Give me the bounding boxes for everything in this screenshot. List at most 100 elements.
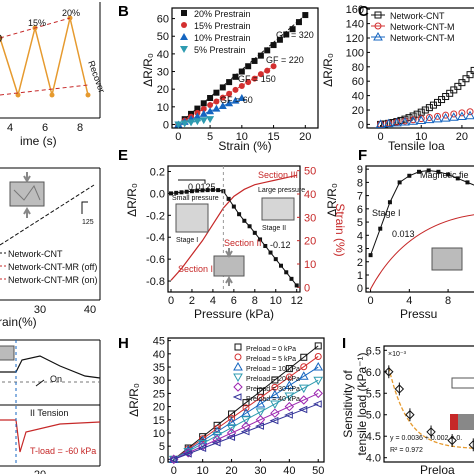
panel-c-point	[432, 113, 443, 123]
panel-h-point	[212, 432, 222, 441]
panel-b-point	[302, 12, 309, 19]
panel-h-point	[212, 434, 222, 445]
panel-b-point	[226, 79, 233, 86]
panel-e-ytick-label: -0.6	[146, 254, 165, 266]
panel-h-point	[255, 415, 266, 425]
panel-e-point	[247, 224, 252, 229]
panel-h-point	[228, 410, 236, 418]
panel-e-xlabel: Pressure (kPa)	[194, 307, 274, 321]
panel-b-gf-label: GF = 60	[220, 95, 253, 105]
panel-i: I 4.0 4.5 5.0 5.5 6.0 6.5 ×10⁻³ y = 0.0036 + 0.0…	[341, 335, 474, 474]
panel-c-letter: C	[358, 3, 369, 20]
panel-e-xtick-label: 2	[189, 295, 195, 307]
panel-f-point	[368, 253, 373, 258]
panel-b-point	[199, 117, 208, 125]
panel-h-point	[313, 388, 323, 399]
panel-b-point	[200, 100, 207, 107]
panel-h-xtick-label: 0	[171, 465, 177, 474]
panel-b-legend-marker	[180, 46, 188, 53]
panel-i-point	[394, 384, 405, 394]
panel-h-legend-label: Preload = 0 kPa	[246, 346, 296, 353]
panel-b-point	[199, 109, 208, 117]
panel-a-annotation-recover: Recover	[86, 59, 107, 94]
panel-b-xtick-label: 5	[207, 131, 213, 143]
panel-a-point	[49, 92, 55, 98]
panel-i-inset-pole	[450, 414, 458, 430]
panel-c-point	[454, 82, 462, 90]
panel-e-point	[258, 237, 263, 242]
panel-e-section3: Section III	[258, 170, 298, 180]
panel-f-point	[387, 200, 392, 205]
panel-e-section2: Section II	[224, 238, 262, 248]
panel-b-point	[226, 90, 233, 97]
panel-c-ylabel: ΔR/R₀	[321, 53, 335, 87]
panel-e-xtick-label: 10	[270, 295, 282, 307]
panel-c-ytick-label: 0	[358, 119, 364, 131]
panel-b-point	[213, 89, 220, 96]
panel-c-point	[440, 113, 451, 122]
panel-h-fit-line	[173, 345, 319, 460]
panel-e-ytick-label: -0.2	[146, 210, 165, 222]
panel-b-gf-label: GF = 320	[276, 30, 314, 40]
panel-h-ytick-label: 20	[153, 402, 165, 414]
panel-b-point	[206, 116, 215, 124]
panel-h-fit-line	[173, 392, 319, 460]
panel-h-point	[270, 389, 280, 399]
panel-f-point	[465, 180, 470, 185]
panel-i-letter: I	[342, 335, 346, 352]
panel-i-point	[426, 427, 436, 437]
panel-b-point	[257, 71, 264, 78]
panel-e-letter: E	[118, 147, 128, 164]
panel-h-legend-label: Preload = 5 kPa	[246, 356, 296, 363]
panel-d-xlabel: rain(%)	[0, 315, 37, 329]
panel-f-annotation-field: Magnetic fie	[420, 170, 469, 180]
panel-e-slope-mark	[178, 179, 206, 184]
panel-h-ytick-label: 15	[153, 415, 165, 427]
panel-e-xtick-label: 0	[168, 295, 174, 307]
panel-e-point	[210, 187, 215, 192]
panel-b-xtick-label: 20	[299, 131, 311, 143]
panel-e-xtick-label: 12	[291, 295, 303, 307]
panel-a-peak-trend	[0, 17, 71, 39]
panel-h-fit-line	[173, 403, 319, 460]
panel-h-legend-marker	[233, 373, 243, 383]
panel-c-point	[466, 71, 474, 79]
panel-b-ytick-label: 0	[163, 119, 169, 131]
panel-h-legend-marker	[234, 353, 242, 361]
panel-h-point	[242, 404, 250, 412]
panel-b-point	[207, 102, 214, 109]
panel-c-point	[391, 117, 402, 127]
panel-h-legend-marker	[234, 343, 242, 351]
panel-c-ytick-label: 100	[346, 47, 364, 59]
panel-h-fit-line	[173, 356, 319, 460]
panel-c-ytick-label: 120	[346, 33, 364, 45]
panel-b-point	[238, 83, 245, 89]
panel-g-xtick-label: 20	[34, 469, 46, 474]
panel-b-point	[238, 68, 245, 75]
panel-h-xtick-label: 40	[283, 465, 295, 474]
panel-h-ytick-label: 0	[159, 454, 165, 466]
panel-c-ytick-label: 80	[352, 62, 364, 74]
panel-c-ytick-label: 140	[346, 19, 364, 31]
panel-g-annotation-tension: II Tension	[30, 408, 68, 418]
panel-f-ytick-label: 4	[357, 230, 363, 242]
panel-e-point	[242, 218, 247, 223]
panel-b-point	[200, 105, 207, 112]
panel-b-legend-label: 20% Prestrain	[194, 9, 251, 19]
panel-c-point	[458, 109, 466, 117]
panel-b-point	[264, 47, 271, 54]
panel-h-ytick-label: 5	[159, 441, 165, 453]
panel-d-legend-label: Network-CNT	[8, 249, 63, 259]
panel-g-annotation-load: T-load = -60 kPa	[30, 446, 96, 456]
panel-b-point	[231, 96, 240, 104]
panel-e-point	[231, 204, 236, 209]
panel-i-point	[405, 410, 415, 420]
panel-h-letter: H	[118, 335, 129, 352]
panel-f-ylabel: ΔR/R₀	[325, 183, 339, 217]
panel-h-point	[226, 417, 237, 426]
panel-a-base-trend	[0, 84, 89, 96]
panel-h-legend-marker	[233, 382, 243, 392]
panel-f-ytick-label: 1	[357, 270, 363, 282]
panel-e-strain-curve	[170, 174, 297, 281]
